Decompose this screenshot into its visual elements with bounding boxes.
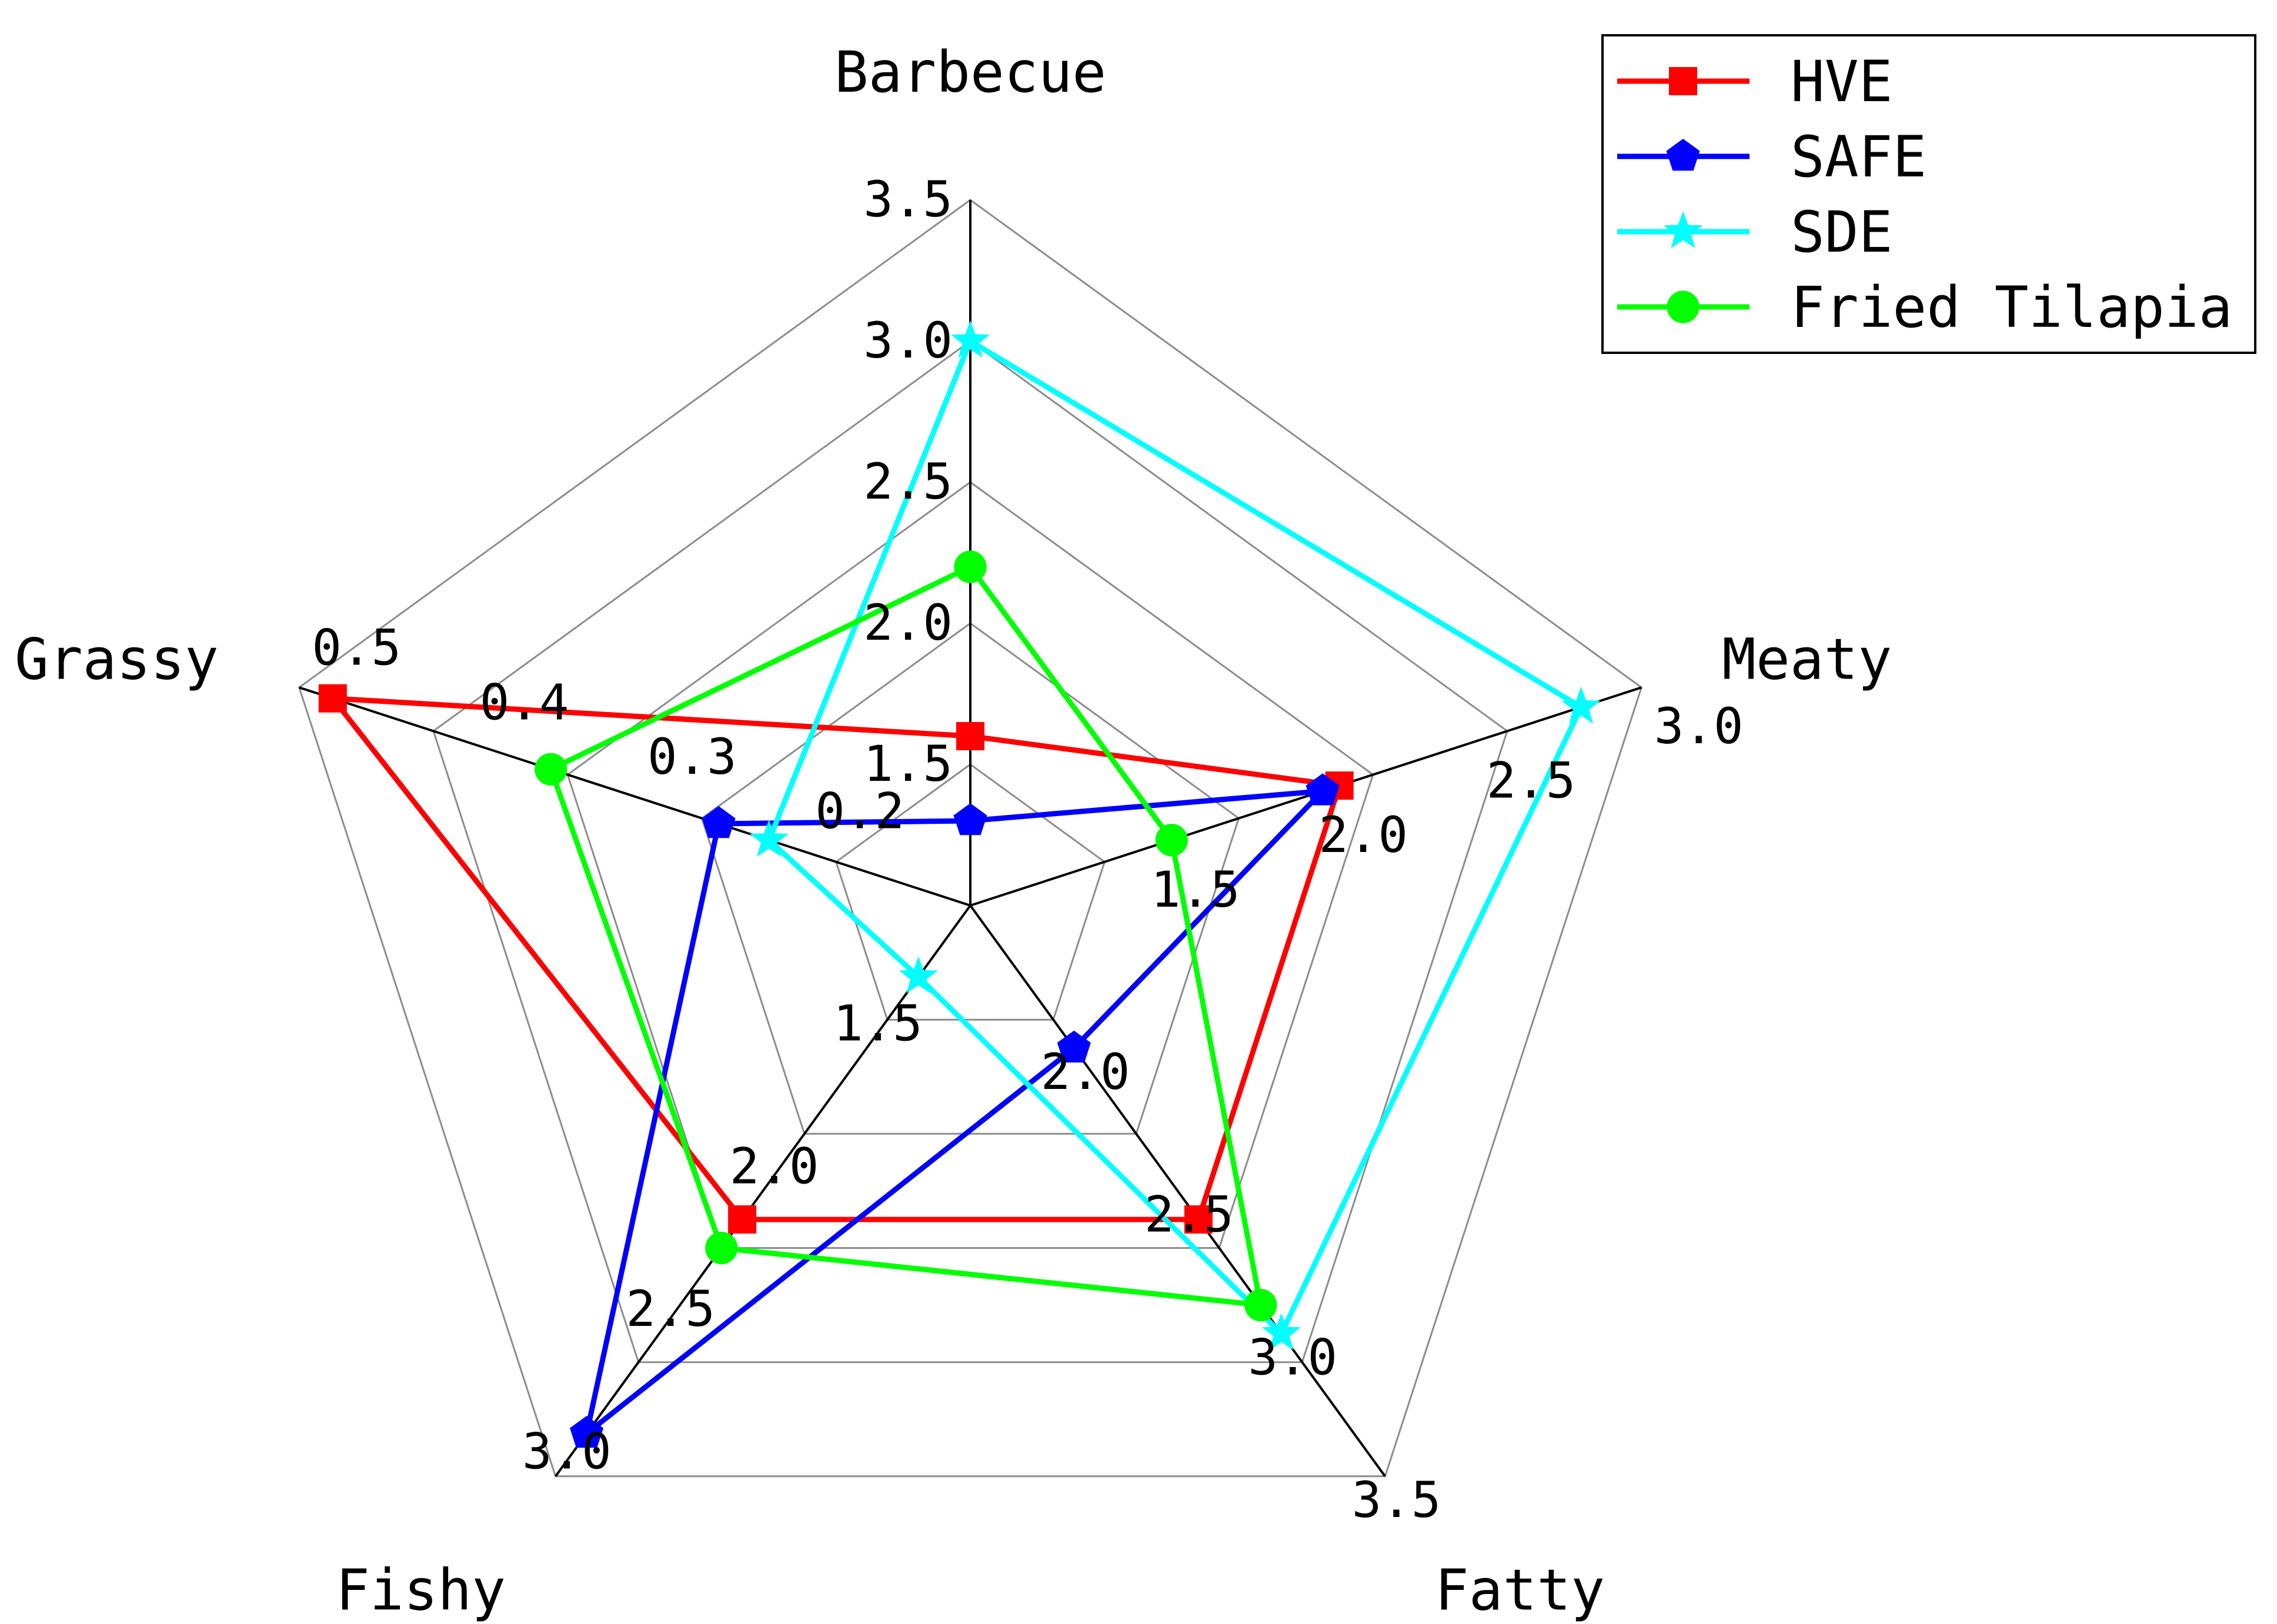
data-point-hve-fishy (728, 1205, 757, 1234)
axis-spoke-fatty (969, 904, 1386, 1477)
data-point-hve-grassy (318, 684, 347, 713)
grid-ring (834, 763, 1106, 1021)
data-point-hve-fatty (1184, 1205, 1213, 1234)
data-point-hve-barbecue (956, 722, 984, 750)
series-line-sde (766, 338, 1584, 1336)
legend-item-fried-tilapia: Fried Tilapia (1617, 275, 2232, 340)
data-point-safe-fishy (570, 1416, 604, 1448)
series-line-hve (330, 696, 1343, 1222)
data-point-fried-tilapia-grassy (535, 753, 567, 786)
legend-marker-fried-tilapia (1667, 290, 1700, 323)
grid-ring (700, 622, 1240, 1135)
grid-ring (432, 340, 1508, 1364)
tick-label-grassy: 0.5 (312, 619, 401, 677)
tick-label-barbecue: 2.5 (863, 453, 953, 510)
series-line-fried-tilapia (548, 564, 1264, 1308)
legend-marker-safe (1666, 139, 1700, 171)
axis-title-layer: Barbecue Meaty Fatty Fishy Grassy (15, 39, 1892, 1623)
legend-label-fried-tilapia: Fried Tilapia (1791, 275, 2232, 340)
data-point-fried-tilapia-fishy (705, 1231, 738, 1265)
tick-label-meaty: 2.5 (1487, 752, 1576, 810)
axis-spoke-fishy (555, 904, 971, 1477)
legend-label-safe: SAFE (1791, 124, 1927, 190)
data-point-sde-fishy (899, 956, 938, 994)
series-hve (318, 684, 1354, 1234)
data-point-safe-barbecue (953, 803, 987, 836)
legend-item-hve: HVE (1617, 49, 1892, 115)
grid-ring (298, 199, 1643, 1478)
tick-label-barbecue: 1.5 (863, 735, 953, 793)
data-point-safe-grassy (702, 806, 736, 838)
tick-label-barbecue: 3.0 (863, 312, 953, 369)
series-line-safe (584, 788, 1326, 1436)
axis-title-fishy: Fishy (336, 1557, 506, 1623)
tick-label-barbecue: 3.5 (863, 171, 953, 228)
tick-label-fatty: 3.0 (1248, 1328, 1337, 1386)
tick-label-fatty: 2.0 (1041, 1043, 1130, 1101)
axis-spoke-meaty (970, 686, 1642, 907)
series-fried-tilapia (535, 550, 1277, 1322)
data-point-fried-tilapia-barbecue (954, 550, 987, 583)
legend-item-sde: SDE (1617, 199, 1892, 265)
legend: HVE SAFE SDE Fried Tilapia (1601, 34, 2256, 354)
tick-label-grassy: 0.3 (647, 728, 737, 786)
tick-label-meaty: 3.0 (1654, 697, 1744, 755)
tick-label-fatty: 3.5 (1352, 1471, 1441, 1529)
tick-label-meaty: 1.5 (1151, 861, 1240, 918)
data-point-fried-tilapia-meaty (1155, 824, 1188, 857)
data-point-safe-meaty (1306, 773, 1340, 806)
tick-label-fishy: 3.0 (522, 1423, 612, 1481)
axis-title-barbecue: Barbecue (834, 39, 1106, 105)
data-point-sde-barbecue (950, 320, 990, 358)
data-point-sde-fatty (1261, 1313, 1301, 1351)
axis-spoke-grassy (299, 686, 971, 907)
tick-label-meaty: 2.0 (1318, 806, 1408, 864)
legend-label-hve: HVE (1791, 49, 1892, 115)
grid-layer (298, 199, 1643, 1478)
tick-label-layer: 1.5 2.0 2.5 3.0 3.5 1.5 2.0 2.5 3.0 2.0 2.5 3.0 3.5 1… (312, 171, 1743, 1529)
legend-item-safe: SAFE (1617, 124, 1927, 190)
series-sde (749, 320, 1601, 1351)
axis-title-grassy: Grassy (15, 627, 219, 693)
legend-label-sde: SDE (1791, 199, 1892, 265)
tick-label-barbecue: 2.0 (863, 594, 953, 651)
series-layer (318, 320, 1601, 1448)
tick-label-fishy: 2.0 (730, 1137, 819, 1195)
series-safe (570, 773, 1340, 1448)
tick-label-grassy: 0.4 (480, 673, 569, 731)
tick-label-fishy: 1.5 (833, 995, 923, 1052)
axis-title-meaty: Meaty (1722, 627, 1892, 693)
legend-marker-hve (1669, 67, 1697, 95)
tick-label-fishy: 2.5 (626, 1280, 715, 1338)
legend-marker-sde (1663, 211, 1703, 249)
data-point-sde-grassy (749, 820, 789, 857)
data-point-fried-tilapia-fatty (1244, 1288, 1277, 1322)
tick-label-fatty: 2.5 (1144, 1186, 1234, 1244)
data-point-safe-fatty (1057, 1030, 1091, 1062)
axis-title-fatty: Fatty (1435, 1557, 1605, 1623)
axis-layer (299, 200, 1642, 1477)
data-point-sde-meaty (1561, 686, 1601, 724)
legend-box (1601, 34, 2256, 354)
tick-label-grassy: 0.2 (815, 783, 904, 840)
